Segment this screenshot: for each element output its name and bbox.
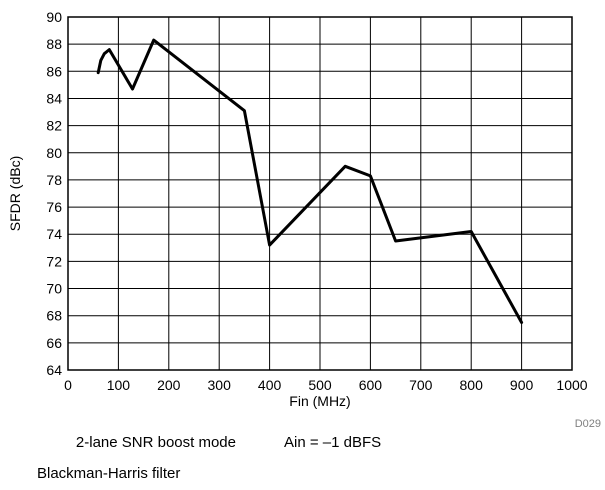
note-mode: 2-lane SNR boost mode — [76, 434, 236, 451]
y-tick-label: 64 — [46, 362, 62, 378]
x-tick-label: 200 — [157, 377, 181, 393]
y-tick-label: 72 — [46, 253, 62, 269]
note-ain: Ain = –1 dBFS — [284, 434, 381, 451]
plot-frame — [67, 16, 573, 371]
y-tick-label: 84 — [46, 90, 62, 106]
y-tick-label: 88 — [46, 36, 62, 52]
y-tick-label: 70 — [46, 281, 62, 297]
y-tick-labels: 64 66 68 70 72 74 76 78 80 82 84 86 88 90 — [46, 9, 62, 378]
x-tick-label: 400 — [258, 377, 282, 393]
y-axis-title: SFDR (dBc) — [7, 156, 23, 231]
y-tick-label: 86 — [46, 63, 62, 79]
y-tick-label: 80 — [46, 145, 62, 161]
x-tick-label: 600 — [359, 377, 383, 393]
x-tick-label: 500 — [308, 377, 332, 393]
series-line — [96, 38, 524, 324]
note-filter: Blackman-Harris filter — [37, 465, 180, 482]
x-tick-label: 300 — [208, 377, 232, 393]
y-tick-label: 66 — [46, 335, 62, 351]
y-tick-label: 68 — [46, 308, 62, 324]
figure-code: D029 — [575, 418, 601, 430]
x-tick-label: 100 — [107, 377, 131, 393]
y-tick-label: 82 — [46, 118, 62, 134]
x-tick-labels: 0 100 200 300 400 500 600 700 800 900 1000 — [64, 377, 588, 393]
y-tick-label: 90 — [46, 9, 62, 25]
x-axis-title: Fin (MHz) — [289, 393, 350, 409]
x-tick-label: 0 — [64, 377, 72, 393]
x-tick-label: 900 — [510, 377, 534, 393]
x-tick-label: 700 — [409, 377, 433, 393]
y-tick-label: 74 — [46, 226, 62, 242]
x-tick-label: 800 — [460, 377, 484, 393]
y-tick-label: 78 — [46, 172, 62, 188]
y-tick-label: 76 — [46, 199, 62, 215]
x-tick-label: 1000 — [556, 377, 587, 393]
series-layer — [96, 38, 524, 324]
